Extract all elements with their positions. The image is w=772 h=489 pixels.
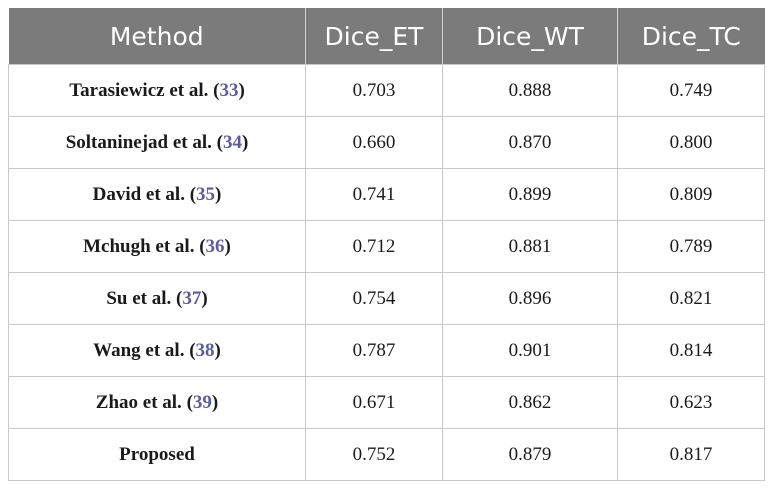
dice-wt-cell: 0.862 (442, 376, 618, 429)
table-row: Wang et al. (38) 0.787 0.901 0.814 (8, 324, 765, 377)
dice-et-cell: 0.787 (305, 324, 443, 377)
method-name: Zhao et al. (95, 391, 182, 413)
dice-tc-cell: 0.817 (617, 428, 765, 481)
table-row: David et al. (35) 0.741 0.899 0.809 (8, 168, 765, 221)
dice-tc-cell: 0.800 (617, 116, 765, 169)
method-name: Tarasiewicz et al. (69, 79, 209, 101)
table-row: Soltaninejad et al. (34) 0.660 0.870 0.8… (8, 116, 765, 169)
table-body: Tarasiewicz et al. (33) 0.703 0.888 0.74… (8, 64, 765, 481)
reference-link[interactable]: 34 (222, 131, 242, 153)
method-name: Soltaninejad et al. (65, 131, 212, 153)
reference-link[interactable]: 35 (196, 183, 216, 205)
method-name: Mchugh et al. (83, 235, 195, 257)
method-cell: Su et al. (37) (8, 272, 306, 325)
table-header: Method Dice_ET Dice_WT Dice_TC (8, 8, 765, 65)
dice-tc-cell: 0.809 (617, 168, 765, 221)
dice-tc-cell: 0.821 (617, 272, 765, 325)
dice-tc-cell: 0.749 (617, 64, 765, 117)
dice-wt-cell: 0.901 (442, 324, 618, 377)
dice-et-cell: 0.671 (305, 376, 443, 429)
header-dice-wt: Dice_WT (442, 8, 618, 65)
reference-link[interactable]: 37 (182, 287, 202, 309)
header-method: Method (8, 8, 306, 65)
method-cell: Soltaninejad et al. (34) (8, 116, 306, 169)
method-cell: Zhao et al. (39) (8, 376, 306, 429)
comparison-table-container: Method Dice_ET Dice_WT Dice_TC Tarasiewi… (8, 8, 765, 481)
header-row: Method Dice_ET Dice_WT Dice_TC (8, 8, 765, 65)
method-name: Proposed (119, 443, 195, 465)
method-name: Su et al. (106, 287, 172, 309)
dice-wt-cell: 0.896 (442, 272, 618, 325)
dice-wt-cell: 0.881 (442, 220, 618, 273)
dice-wt-cell: 0.870 (442, 116, 618, 169)
dice-et-cell: 0.741 (305, 168, 443, 221)
reference-link[interactable]: 33 (219, 79, 239, 101)
dice-wt-cell: 0.879 (442, 428, 618, 481)
dice-et-cell: 0.703 (305, 64, 443, 117)
table-row: Su et al. (37) 0.754 0.896 0.821 (8, 272, 765, 325)
reference-link[interactable]: 38 (195, 339, 215, 361)
table-row: Tarasiewicz et al. (33) 0.703 0.888 0.74… (8, 64, 765, 117)
method-cell: Proposed (8, 428, 306, 481)
dice-et-cell: 0.712 (305, 220, 443, 273)
method-name: David et al. (92, 183, 185, 205)
method-cell: Wang et al. (38) (8, 324, 306, 377)
dice-et-cell: 0.660 (305, 116, 443, 169)
reference-link[interactable]: 36 (205, 235, 225, 257)
comparison-table: Method Dice_ET Dice_WT Dice_TC Tarasiewi… (8, 8, 765, 481)
table-row: Zhao et al. (39) 0.671 0.862 0.623 (8, 376, 765, 429)
dice-tc-cell: 0.789 (617, 220, 765, 273)
table-row: Mchugh et al. (36) 0.712 0.881 0.789 (8, 220, 765, 273)
method-cell: Tarasiewicz et al. (33) (8, 64, 306, 117)
method-cell: David et al. (35) (8, 168, 306, 221)
method-name: Wang et al. (93, 339, 185, 361)
dice-et-cell: 0.752 (305, 428, 443, 481)
dice-tc-cell: 0.814 (617, 324, 765, 377)
dice-et-cell: 0.754 (305, 272, 443, 325)
header-dice-tc: Dice_TC (617, 8, 765, 65)
table-row: Proposed 0.752 0.879 0.817 (8, 428, 765, 481)
header-dice-et: Dice_ET (305, 8, 443, 65)
dice-wt-cell: 0.899 (442, 168, 618, 221)
dice-wt-cell: 0.888 (442, 64, 618, 117)
reference-link[interactable]: 39 (192, 391, 212, 413)
method-cell: Mchugh et al. (36) (8, 220, 306, 273)
dice-tc-cell: 0.623 (617, 376, 765, 429)
